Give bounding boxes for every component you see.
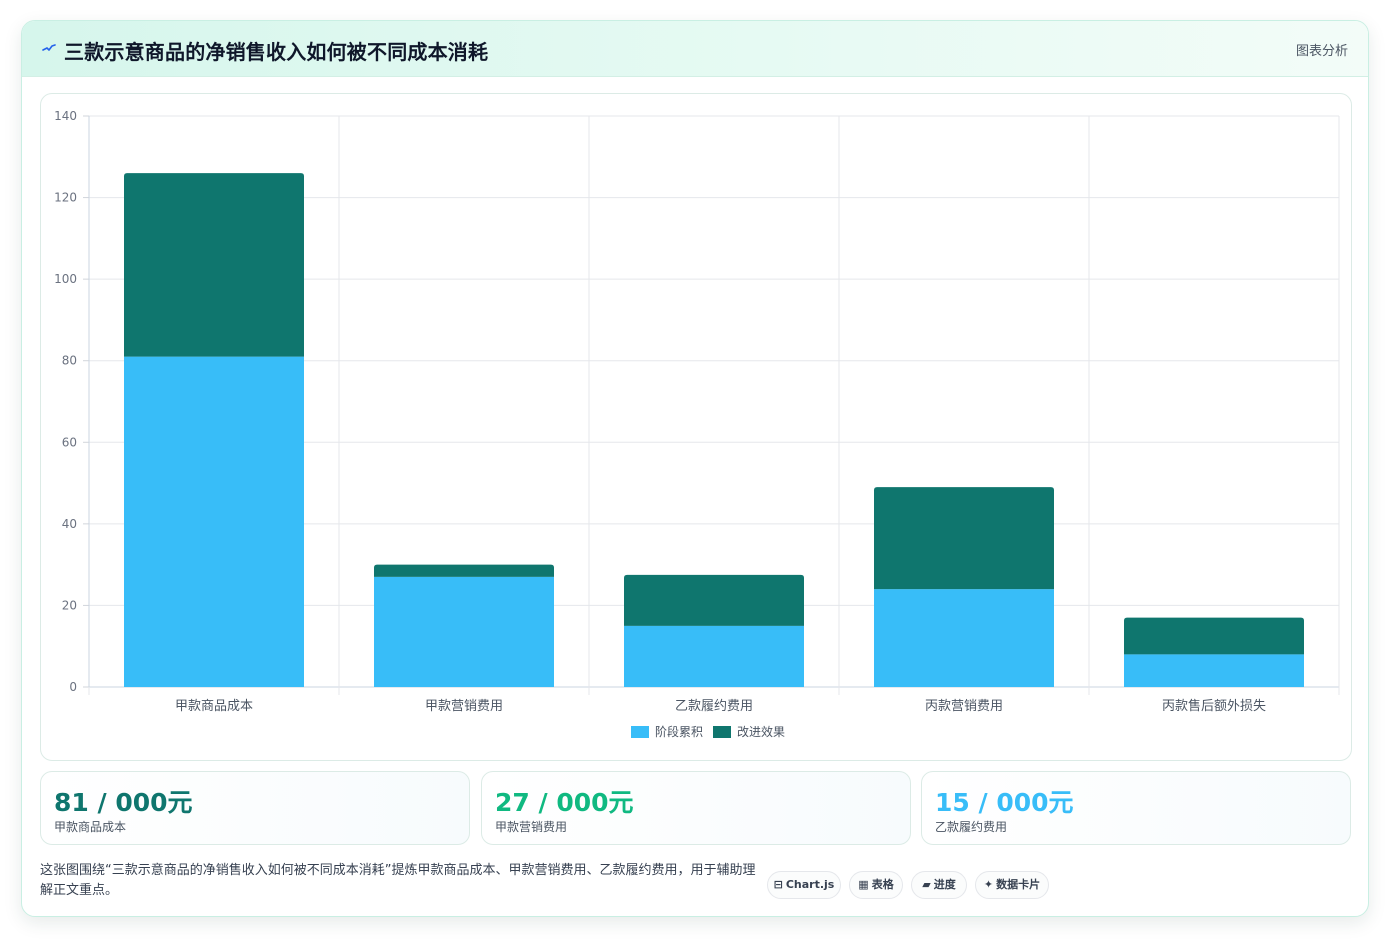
- bar-2-2: [374, 564, 554, 577]
- y-tick-label: 80: [62, 354, 77, 368]
- bar-1-5: [1124, 654, 1304, 687]
- stat-card-2: 27 / 000元 甲款营销费用: [481, 771, 911, 845]
- pulse-icon: [42, 44, 56, 51]
- x-tick-label: 乙款履约费用: [675, 699, 753, 714]
- chip-label: 数据卡片: [996, 878, 1041, 891]
- stat-value: 15 / 000元: [935, 788, 1074, 817]
- legend-swatch: [713, 726, 731, 738]
- stat-card-3: 15 / 000元 乙款履约费用: [921, 771, 1351, 845]
- stat-label: 甲款商品成本: [54, 820, 127, 834]
- chart-panel: 0 20 40 60 80 100 120 140 甲款商品成本 甲款营销费用 乙款履约费用 丙款营销…: [40, 93, 1352, 761]
- page-title: 三款示意商品的净销售收入如何被不同成本消耗: [64, 40, 489, 64]
- chip-label: 进度: [933, 878, 956, 891]
- bar-2-4: [874, 487, 1054, 590]
- bar-1-4: [874, 589, 1054, 687]
- bar-2-5: [1124, 617, 1304, 655]
- stat-label: 乙款履约费用: [935, 820, 1008, 834]
- y-tick-label: 100: [54, 272, 77, 286]
- bar-1-2: [374, 576, 554, 687]
- legend-label: 阶段累积: [655, 724, 703, 739]
- chip-label: 表格: [871, 878, 894, 891]
- x-tick-label: 丙款营销费用: [925, 699, 1003, 714]
- sparkle-icon: ✦: [983, 878, 994, 891]
- x-tick-label: 丙款售后额外损失: [1162, 698, 1266, 714]
- progress-icon: ▰: [922, 878, 931, 891]
- stat-value: 27 / 000元: [495, 788, 634, 817]
- x-tick-label: 甲款营销费用: [425, 699, 503, 714]
- bar-2-3: [624, 574, 804, 626]
- chip-progress[interactable]: ▰ 进度: [911, 871, 967, 899]
- chip-label: Chart.js: [785, 878, 835, 891]
- y-tick-label: 120: [54, 191, 77, 205]
- bar-1-3: [624, 625, 804, 687]
- stacked-bar-chart: 0 20 40 60 80 100 120 140 甲款商品成本 甲款营销费用 乙款履约费用 丙款营销…: [54, 109, 1340, 739]
- bar-1-1: [124, 356, 304, 687]
- y-tick-label: 20: [62, 598, 77, 612]
- card-header: 三款示意商品的净销售收入如何被不同成本消耗 图表分析: [22, 21, 1368, 77]
- chart-description: 这张图围绕“三款示意商品的净销售收入如何被不同成本消耗”提炼甲款商品成本、甲款营…: [40, 863, 756, 898]
- legend-swatch: [631, 726, 649, 738]
- table-icon: ▦: [858, 878, 869, 891]
- x-tick-label: 甲款商品成本: [175, 699, 253, 714]
- stat-card-1: 81 / 000元 甲款商品成本: [40, 771, 470, 845]
- y-tick-label: 0: [69, 680, 77, 694]
- chart-icon: ⊟: [773, 878, 783, 891]
- stat-value: 81 / 000元: [54, 788, 193, 817]
- chip-table[interactable]: ▦ 表格: [849, 871, 903, 899]
- stat-label: 甲款营销费用: [495, 820, 568, 834]
- legend-label: 改进效果: [737, 724, 785, 739]
- chart-card: 三款示意商品的净销售收入如何被不同成本消耗 图表分析 0 20 40 60 80 100 1…: [21, 20, 1369, 917]
- stat-cards: 81 / 000元 甲款商品成本 27 / 000元 甲款营销费用 15 / 0…: [40, 771, 1352, 845]
- y-tick-label: 40: [62, 517, 77, 531]
- chip-chartjs[interactable]: ⊟ Chart.js: [767, 871, 841, 899]
- chart-analysis-tag: 图表分析: [1295, 44, 1348, 59]
- y-tick-label: 140: [54, 109, 77, 123]
- y-tick-label: 60: [62, 435, 77, 449]
- chip-data-card[interactable]: ✦ 数据卡片: [975, 871, 1049, 899]
- bar-2-1: [124, 173, 304, 357]
